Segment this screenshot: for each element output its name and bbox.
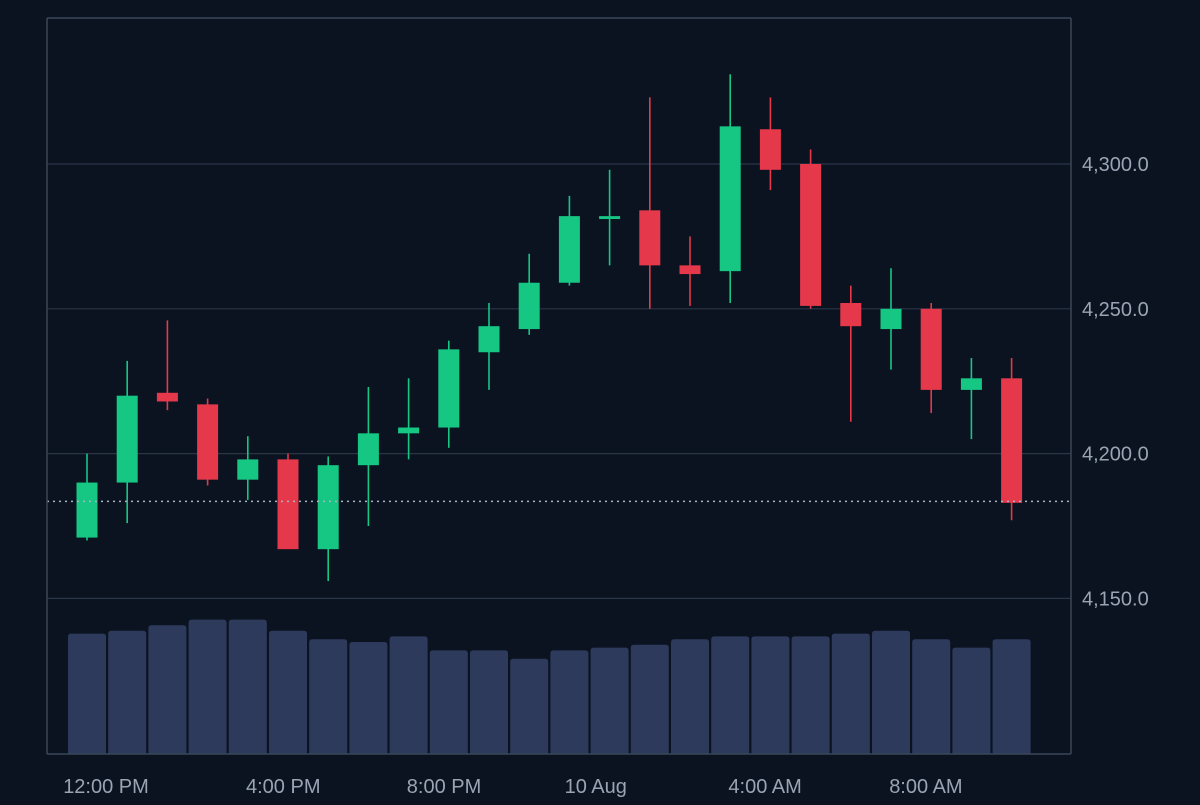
candle (840, 285, 862, 422)
candle-body (679, 265, 701, 275)
candle (800, 149, 822, 309)
candle (116, 360, 138, 524)
volume-bar (510, 658, 549, 754)
volume-bar (912, 639, 951, 754)
candle-body (237, 459, 259, 480)
volume-bar (269, 630, 307, 754)
candle (357, 386, 379, 526)
candle-body (317, 465, 339, 550)
candle (478, 303, 500, 390)
price-axis: 4,150.0 4,200.0 4,250.0 4,300.0 (1082, 154, 1149, 610)
volume-bar (470, 650, 508, 754)
time-tick-label: 8:00 PM (407, 776, 481, 798)
candle-body (156, 392, 178, 402)
candle-body (277, 459, 299, 550)
time-tick-label: 4:00 PM (246, 776, 320, 798)
candle-body (800, 164, 822, 306)
candle-body (558, 216, 580, 283)
volume-bar (751, 636, 790, 754)
candle-body (1001, 378, 1023, 503)
volume-bar (148, 625, 187, 754)
candles (76, 74, 1023, 582)
candle (76, 453, 98, 541)
volume-bar (349, 642, 388, 754)
candle-body (197, 404, 219, 480)
time-tick-label: 4:00 AM (728, 776, 801, 798)
price-tick-label: 4,200.0 (1082, 444, 1149, 466)
price-tick-label: 4,150.0 (1082, 588, 1149, 610)
candle-body (599, 216, 621, 220)
volume-bar (590, 647, 629, 754)
time-tick-label: 12:00 PM (63, 776, 149, 798)
volume-bar (389, 636, 428, 754)
candle (639, 97, 661, 309)
candle (679, 236, 701, 306)
volume-bar (429, 650, 468, 754)
candle (518, 253, 540, 335)
candle (759, 97, 781, 191)
candle (237, 436, 259, 500)
candle-body (960, 378, 982, 390)
candle (960, 358, 982, 440)
volume-bars (68, 619, 1031, 754)
volume-bar (671, 639, 709, 754)
candle (719, 74, 741, 304)
volume-bar (952, 647, 991, 754)
candle (398, 378, 420, 460)
candle-body (438, 349, 460, 428)
volume-bar (68, 633, 106, 754)
candle-body (478, 326, 500, 353)
price-tick-label: 4,250.0 (1082, 299, 1149, 321)
candle (1001, 358, 1023, 521)
candle-body (357, 433, 379, 466)
volume-bar (630, 644, 669, 754)
candle-body (398, 427, 420, 434)
candle (197, 398, 219, 486)
volume-bar (188, 619, 227, 754)
volume-bar (108, 630, 147, 754)
candle-body (116, 395, 138, 483)
volume-bar (992, 639, 1031, 754)
volume-bar (872, 630, 910, 754)
candle-body (518, 282, 540, 330)
volume-bar (791, 636, 830, 754)
candle (920, 303, 942, 414)
candle-body (719, 126, 741, 272)
volume-bar (550, 650, 589, 754)
time-tick-label: 8:00 AM (889, 776, 962, 798)
candle (317, 456, 339, 582)
candle-body (639, 210, 661, 266)
volume-bar (831, 633, 870, 754)
time-axis: 12:00 PM 4:00 PM 8:00 PM 10 Aug 4:00 AM 8:00 … (63, 776, 962, 798)
candle (880, 268, 902, 370)
volume-bar (711, 636, 750, 754)
candle-body (920, 308, 942, 390)
price-tick-label: 4,300.0 (1082, 154, 1149, 176)
candle (558, 195, 580, 286)
candle-body (759, 129, 781, 170)
candle-body (840, 303, 862, 327)
candle-body (76, 482, 98, 538)
volume-bar (309, 639, 348, 754)
candle-body (880, 308, 902, 330)
volume-bar (228, 619, 267, 754)
candle (438, 340, 460, 448)
candle (156, 320, 178, 411)
chart-frame (46, 17, 1072, 755)
candle (599, 169, 621, 266)
time-tick-label: 10 Aug (565, 776, 627, 798)
